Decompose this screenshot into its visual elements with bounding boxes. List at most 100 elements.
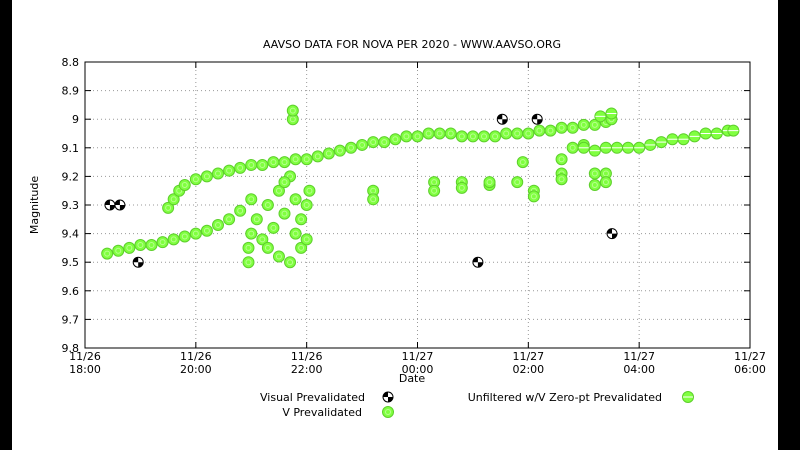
point	[112, 244, 125, 257]
marker-ring	[200, 170, 213, 183]
marker-inner	[591, 170, 598, 177]
marker-ring	[178, 230, 191, 243]
marker-ring	[223, 164, 236, 177]
marker-inner	[104, 250, 111, 257]
marker-ring	[278, 176, 291, 189]
marker-ring	[245, 193, 258, 206]
marker-inner	[298, 216, 305, 223]
y-axis-label: Magnitude	[28, 176, 41, 235]
marker-ring	[478, 130, 490, 143]
marker-ring	[261, 241, 274, 254]
point	[531, 113, 543, 125]
marker-inner	[281, 179, 288, 186]
legend-label: V Prevalidated	[282, 406, 362, 419]
marker-ring	[101, 247, 114, 260]
marker-inner	[245, 244, 252, 251]
point	[223, 213, 236, 226]
marker-inner	[436, 130, 443, 137]
point	[378, 136, 391, 149]
y-tick-label: 9.2	[62, 170, 80, 183]
marker-inner	[264, 202, 271, 208]
marker-inner	[275, 253, 282, 260]
x-tick-label-line: 22:00	[291, 363, 323, 376]
point	[162, 201, 175, 214]
marker-ring	[455, 181, 468, 194]
point	[289, 153, 302, 166]
marker-ring	[378, 136, 391, 149]
point	[300, 233, 313, 246]
point	[134, 239, 147, 252]
marker-inner	[392, 136, 399, 143]
point	[234, 161, 247, 174]
marker-ring	[527, 190, 540, 203]
point	[727, 124, 740, 137]
point	[566, 121, 579, 134]
marker-ring	[533, 124, 546, 137]
point	[267, 221, 280, 234]
marker-ring	[444, 127, 457, 140]
marker-inner	[591, 181, 598, 188]
point	[606, 228, 618, 240]
point	[555, 121, 568, 134]
marker-ring	[295, 213, 308, 226]
point	[156, 236, 169, 249]
point	[428, 184, 441, 197]
marker-inner	[580, 121, 587, 128]
marker-inner	[569, 124, 576, 131]
point	[256, 233, 269, 246]
marker-inner	[170, 236, 177, 243]
marker-ring	[200, 224, 213, 237]
point	[200, 224, 213, 237]
point	[289, 193, 302, 206]
marker-inner	[519, 159, 526, 166]
marker-ring	[289, 227, 302, 240]
marker-inner	[447, 130, 454, 137]
marker-ring	[511, 176, 524, 189]
point	[655, 136, 668, 149]
point	[178, 230, 191, 243]
x-tick-label-line: 20:00	[180, 363, 212, 376]
x-tick-label: 11/27 00:00	[402, 350, 434, 376]
point	[278, 176, 291, 189]
y-tick-label: 9.5	[62, 256, 80, 269]
marker-ring	[295, 241, 308, 254]
point	[455, 130, 468, 143]
marker-ring	[588, 167, 601, 180]
marker-inner	[381, 139, 388, 146]
marker-ring	[389, 133, 402, 146]
marker-inner	[481, 133, 487, 140]
marker-inner	[602, 179, 609, 186]
marker-inner	[414, 133, 421, 140]
marker-inner	[203, 173, 210, 180]
point	[367, 193, 380, 206]
marker-inner	[226, 216, 233, 223]
marker-quad	[497, 114, 508, 125]
point	[250, 213, 263, 226]
marker-ring	[261, 199, 274, 211]
point	[234, 204, 247, 217]
marker-ring	[356, 138, 369, 151]
marker-inner	[530, 193, 537, 200]
marker-ring	[245, 227, 258, 240]
point	[261, 199, 274, 211]
marker-ring	[212, 219, 224, 232]
point	[500, 127, 513, 140]
point	[382, 391, 394, 403]
point	[189, 227, 202, 240]
point	[588, 167, 601, 180]
marker-ring	[167, 233, 180, 246]
point	[178, 178, 191, 191]
marker-ring	[250, 213, 263, 226]
marker-inner	[170, 196, 177, 203]
marker-ring	[112, 244, 125, 257]
point	[289, 227, 302, 240]
marker-inner	[503, 130, 510, 137]
marker-ring	[278, 156, 291, 169]
marker-inner	[425, 130, 432, 137]
marker-inner	[281, 210, 288, 217]
point	[483, 176, 496, 189]
marker-inner	[359, 141, 366, 148]
marker-ring	[544, 124, 557, 137]
marker-ring	[300, 233, 313, 246]
point	[245, 158, 258, 171]
